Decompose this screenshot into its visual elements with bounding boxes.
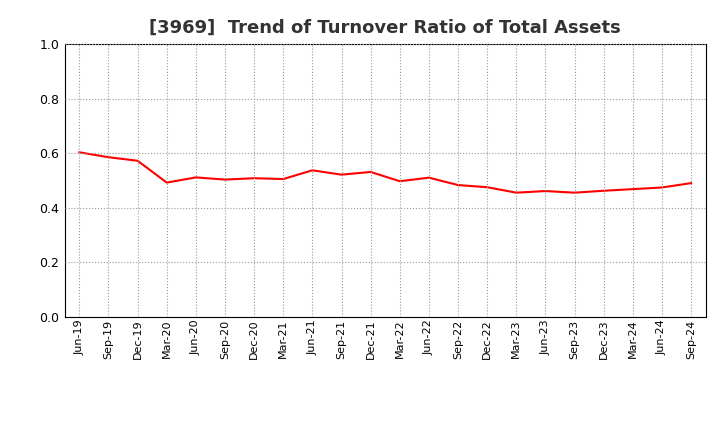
Title: [3969]  Trend of Turnover Ratio of Total Assets: [3969] Trend of Turnover Ratio of Total … (149, 19, 621, 37)
